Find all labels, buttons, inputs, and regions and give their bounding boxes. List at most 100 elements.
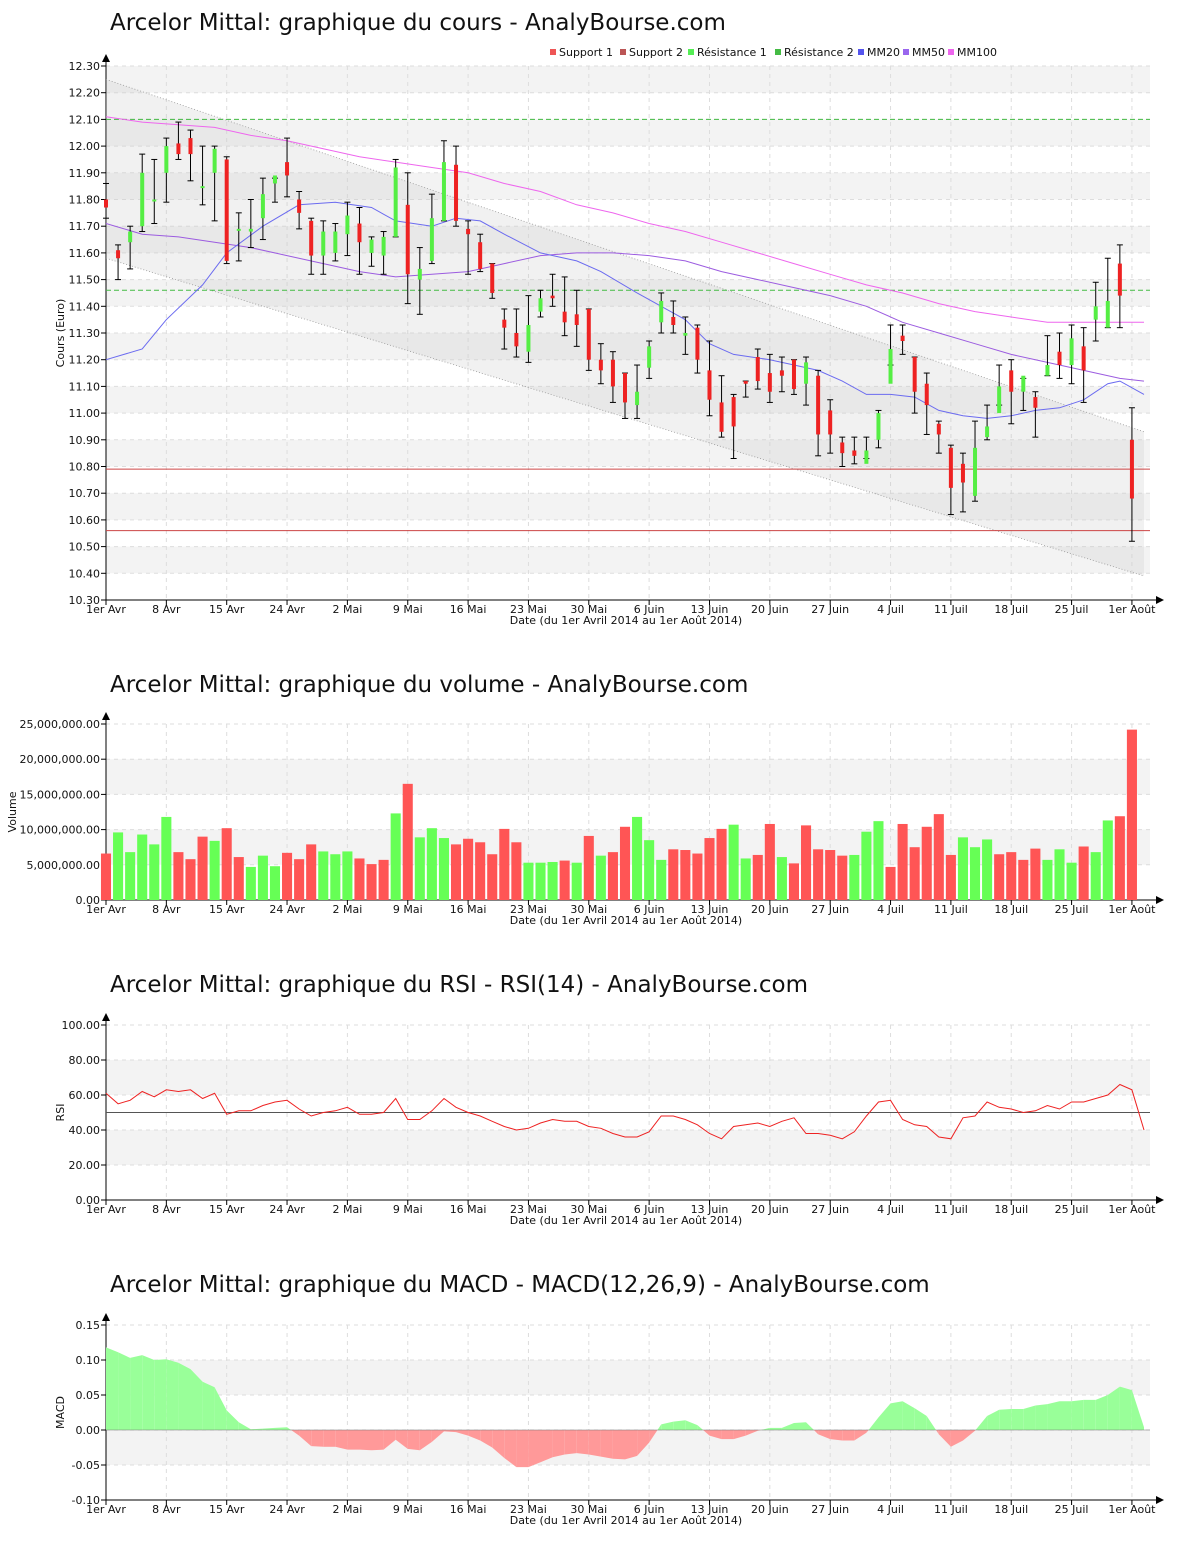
candle bbox=[646, 340, 653, 379]
candle bbox=[332, 223, 339, 262]
volume-bar bbox=[282, 852, 293, 900]
candle-body bbox=[502, 319, 507, 328]
y-tick-label: 0.00 bbox=[76, 1194, 101, 1207]
macd-area-positive bbox=[1035, 1404, 1048, 1430]
candle bbox=[935, 420, 942, 454]
volume-bar bbox=[957, 837, 968, 900]
x-tick-label: 11 Juil bbox=[934, 1203, 968, 1216]
candle bbox=[634, 364, 641, 419]
grid-band bbox=[106, 333, 1150, 360]
x-tick-label: 15 Avr bbox=[209, 903, 245, 916]
volume-bar bbox=[885, 866, 896, 900]
legend-item: MM100 bbox=[957, 46, 997, 59]
candle bbox=[428, 193, 435, 265]
x-tick-label: 2 Mai bbox=[332, 1203, 362, 1216]
volume-bar bbox=[173, 852, 184, 900]
y-tick-label: 10.80 bbox=[69, 461, 101, 474]
candle bbox=[766, 353, 773, 403]
candle-body bbox=[212, 148, 217, 173]
legend-item: Support 1 bbox=[559, 46, 613, 59]
x-tick-label: 13 Juin bbox=[691, 1503, 729, 1516]
candle bbox=[658, 292, 665, 334]
candle-body bbox=[297, 199, 302, 213]
candle-body bbox=[429, 218, 434, 261]
x-tick-label: 11 Juil bbox=[934, 1503, 968, 1516]
macd-area-negative bbox=[866, 1430, 869, 1433]
x-tick-label: 20 Juin bbox=[751, 1203, 789, 1216]
candle bbox=[440, 140, 447, 222]
volume-bar bbox=[861, 831, 872, 900]
candle-body bbox=[1033, 397, 1038, 408]
candle bbox=[187, 129, 194, 182]
y-tick-label: 25,000,000.00 bbox=[20, 718, 100, 731]
volume-bar bbox=[1018, 859, 1029, 900]
volume-chart-title: Arcelor Mittal: graphique du volume - An… bbox=[110, 672, 749, 698]
y-tick-label: 11.30 bbox=[69, 327, 101, 340]
candle bbox=[839, 436, 846, 467]
volume-bar bbox=[475, 842, 486, 900]
volume-bar bbox=[438, 838, 449, 900]
y-tick-label: 5,000,000.00 bbox=[27, 859, 100, 872]
volume-bar bbox=[1078, 846, 1089, 900]
candle-body bbox=[912, 357, 917, 392]
x-tick-label: 4 Juil bbox=[877, 903, 904, 916]
x-tick-label: 18 Juil bbox=[994, 603, 1028, 616]
rsi-line bbox=[105, 1083, 1145, 1140]
x-tick-label: 27 Juin bbox=[811, 1203, 849, 1216]
volume-bar bbox=[547, 861, 558, 900]
candle-body bbox=[840, 442, 845, 454]
volume-bar bbox=[342, 851, 353, 900]
macd-area-negative bbox=[444, 1430, 456, 1433]
x-tick-label: 6 Juin bbox=[634, 1503, 665, 1516]
candle-body bbox=[1045, 365, 1050, 376]
candle-body bbox=[236, 228, 241, 231]
x-tick-label: 13 Juin bbox=[691, 903, 729, 916]
candle bbox=[597, 343, 604, 385]
candle bbox=[972, 420, 979, 502]
volume-bar bbox=[535, 862, 546, 900]
candle bbox=[730, 393, 737, 459]
candle bbox=[754, 348, 761, 390]
volume-bar bbox=[257, 855, 268, 900]
macd-area-positive bbox=[661, 1421, 674, 1430]
candle bbox=[718, 375, 725, 438]
macd-area-negative bbox=[612, 1430, 625, 1460]
candle bbox=[103, 182, 109, 219]
volume-bar bbox=[1066, 862, 1077, 900]
candle bbox=[959, 452, 966, 513]
candle-body bbox=[152, 199, 157, 202]
legend-swatch bbox=[948, 49, 954, 55]
legend-swatch bbox=[688, 49, 694, 55]
macd-area-positive bbox=[1011, 1409, 1024, 1430]
candle bbox=[489, 263, 496, 299]
candle bbox=[706, 340, 713, 417]
macd-area-negative bbox=[347, 1430, 360, 1450]
macd-area-negative bbox=[625, 1430, 638, 1460]
grid-band bbox=[106, 1060, 1150, 1095]
candle-body bbox=[574, 314, 579, 325]
y-axis-arrow bbox=[102, 54, 110, 62]
macd-area-positive bbox=[902, 1401, 915, 1430]
y-axis-arrow bbox=[102, 1313, 110, 1321]
macd-area-positive bbox=[154, 1359, 167, 1430]
candle bbox=[911, 356, 918, 414]
volume-bar bbox=[137, 834, 148, 900]
channel-lower-line bbox=[105, 257, 1145, 577]
candle-body bbox=[779, 370, 784, 376]
rsi-panel: Arcelor Mittal: graphique du RSI - RSI(1… bbox=[0, 960, 1200, 1260]
candle bbox=[151, 158, 158, 225]
x-axis-arrow bbox=[1156, 1196, 1164, 1204]
volume-bar bbox=[1006, 852, 1017, 900]
candle bbox=[1080, 327, 1087, 403]
macd-area-negative bbox=[299, 1430, 312, 1447]
macd-area-negative bbox=[311, 1430, 324, 1447]
candle bbox=[392, 158, 399, 238]
macd-area-positive bbox=[262, 1427, 275, 1430]
candle-body bbox=[888, 349, 893, 384]
x-tick-label: 9 Mai bbox=[393, 1203, 423, 1216]
candle-body bbox=[248, 228, 253, 232]
legend-item: MM20 bbox=[867, 46, 900, 59]
volume-bar bbox=[716, 828, 727, 900]
x-tick-label: 23 Mai bbox=[510, 603, 547, 616]
macd-area-negative bbox=[733, 1430, 746, 1440]
